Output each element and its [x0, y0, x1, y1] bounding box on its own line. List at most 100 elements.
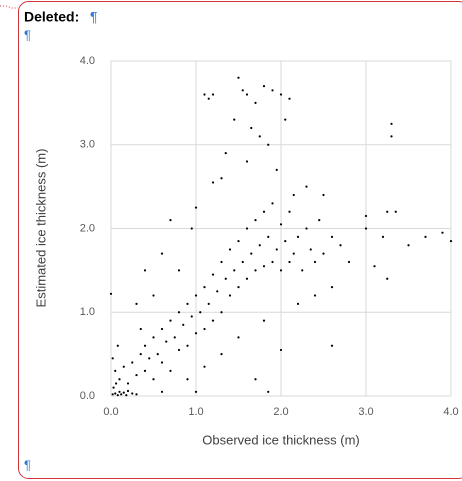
point: [120, 393, 123, 396]
point: [288, 260, 291, 264]
point: [296, 302, 300, 305]
point: [186, 344, 189, 347]
point: [241, 260, 244, 264]
point: [424, 235, 427, 238]
point: [169, 319, 172, 322]
point: [407, 244, 410, 247]
point: [203, 93, 206, 96]
point: [296, 235, 300, 238]
point: [111, 393, 114, 396]
point: [250, 126, 253, 130]
point: [203, 327, 206, 331]
point: [233, 269, 236, 272]
point: [207, 97, 210, 100]
point: [279, 269, 283, 272]
point: [305, 185, 308, 188]
point: [284, 118, 287, 121]
point: [381, 235, 385, 238]
point: [275, 168, 278, 171]
point: [190, 227, 193, 230]
x-tick-label: 1.0: [188, 406, 203, 418]
point: [262, 319, 266, 322]
point: [330, 286, 334, 289]
point: [250, 252, 253, 255]
x-tick-label: 0.0: [103, 406, 118, 418]
point: [258, 244, 261, 247]
point: [233, 118, 236, 121]
point: [254, 378, 257, 381]
point: [143, 344, 147, 347]
point: [177, 269, 181, 272]
point: [177, 348, 181, 352]
point: [330, 235, 334, 238]
point: [364, 214, 368, 218]
point: [339, 244, 342, 247]
y-tick-label: 1.0: [80, 306, 95, 318]
point: [135, 373, 138, 377]
point: [373, 265, 376, 268]
pilcrow: ¶: [90, 9, 98, 25]
point: [220, 260, 223, 264]
point: [224, 152, 227, 155]
point: [169, 369, 172, 372]
point: [139, 353, 142, 356]
point: [211, 181, 215, 184]
point: [245, 277, 249, 280]
point: [313, 294, 317, 297]
point: [318, 219, 321, 222]
pilcrow: ¶: [24, 457, 31, 472]
point: [177, 311, 181, 314]
point: [160, 252, 164, 255]
point: [135, 302, 138, 305]
point: [441, 231, 444, 234]
point: [211, 319, 215, 322]
point: [114, 392, 117, 395]
point: [156, 353, 159, 356]
point: [160, 361, 164, 364]
point: [122, 365, 125, 368]
point: [220, 353, 223, 356]
point: [449, 239, 453, 243]
point: [271, 202, 274, 205]
point: [211, 93, 215, 96]
point: [186, 302, 189, 305]
point: [267, 390, 270, 393]
point: [115, 382, 118, 385]
x-tick-label: 4.0: [443, 406, 458, 418]
point: [288, 210, 291, 213]
pilcrow: ¶: [24, 27, 31, 42]
point: [386, 277, 389, 280]
point: [237, 286, 240, 289]
point: [143, 369, 147, 372]
point: [160, 327, 164, 331]
point: [203, 286, 206, 289]
point: [254, 219, 257, 222]
point: [173, 336, 176, 339]
point: [148, 357, 151, 360]
point: [279, 348, 283, 352]
point: [237, 239, 240, 243]
point: [111, 357, 114, 360]
point: [114, 369, 117, 372]
point: [139, 327, 142, 331]
balloon-connector: [0, 5, 18, 9]
point: [203, 365, 206, 368]
point: [245, 227, 249, 230]
point: [186, 378, 189, 381]
point: [182, 323, 185, 326]
point: [364, 227, 368, 230]
point: [292, 193, 295, 197]
point: [126, 389, 130, 393]
point: [237, 76, 240, 79]
point: [262, 85, 266, 88]
point: [118, 390, 121, 393]
y-axis-title: Estimated ice thickness (m): [33, 149, 48, 308]
point: [118, 378, 121, 381]
point: [112, 386, 115, 389]
point: [152, 336, 155, 339]
point: [330, 344, 334, 347]
point: [347, 260, 351, 264]
point: [241, 89, 244, 92]
